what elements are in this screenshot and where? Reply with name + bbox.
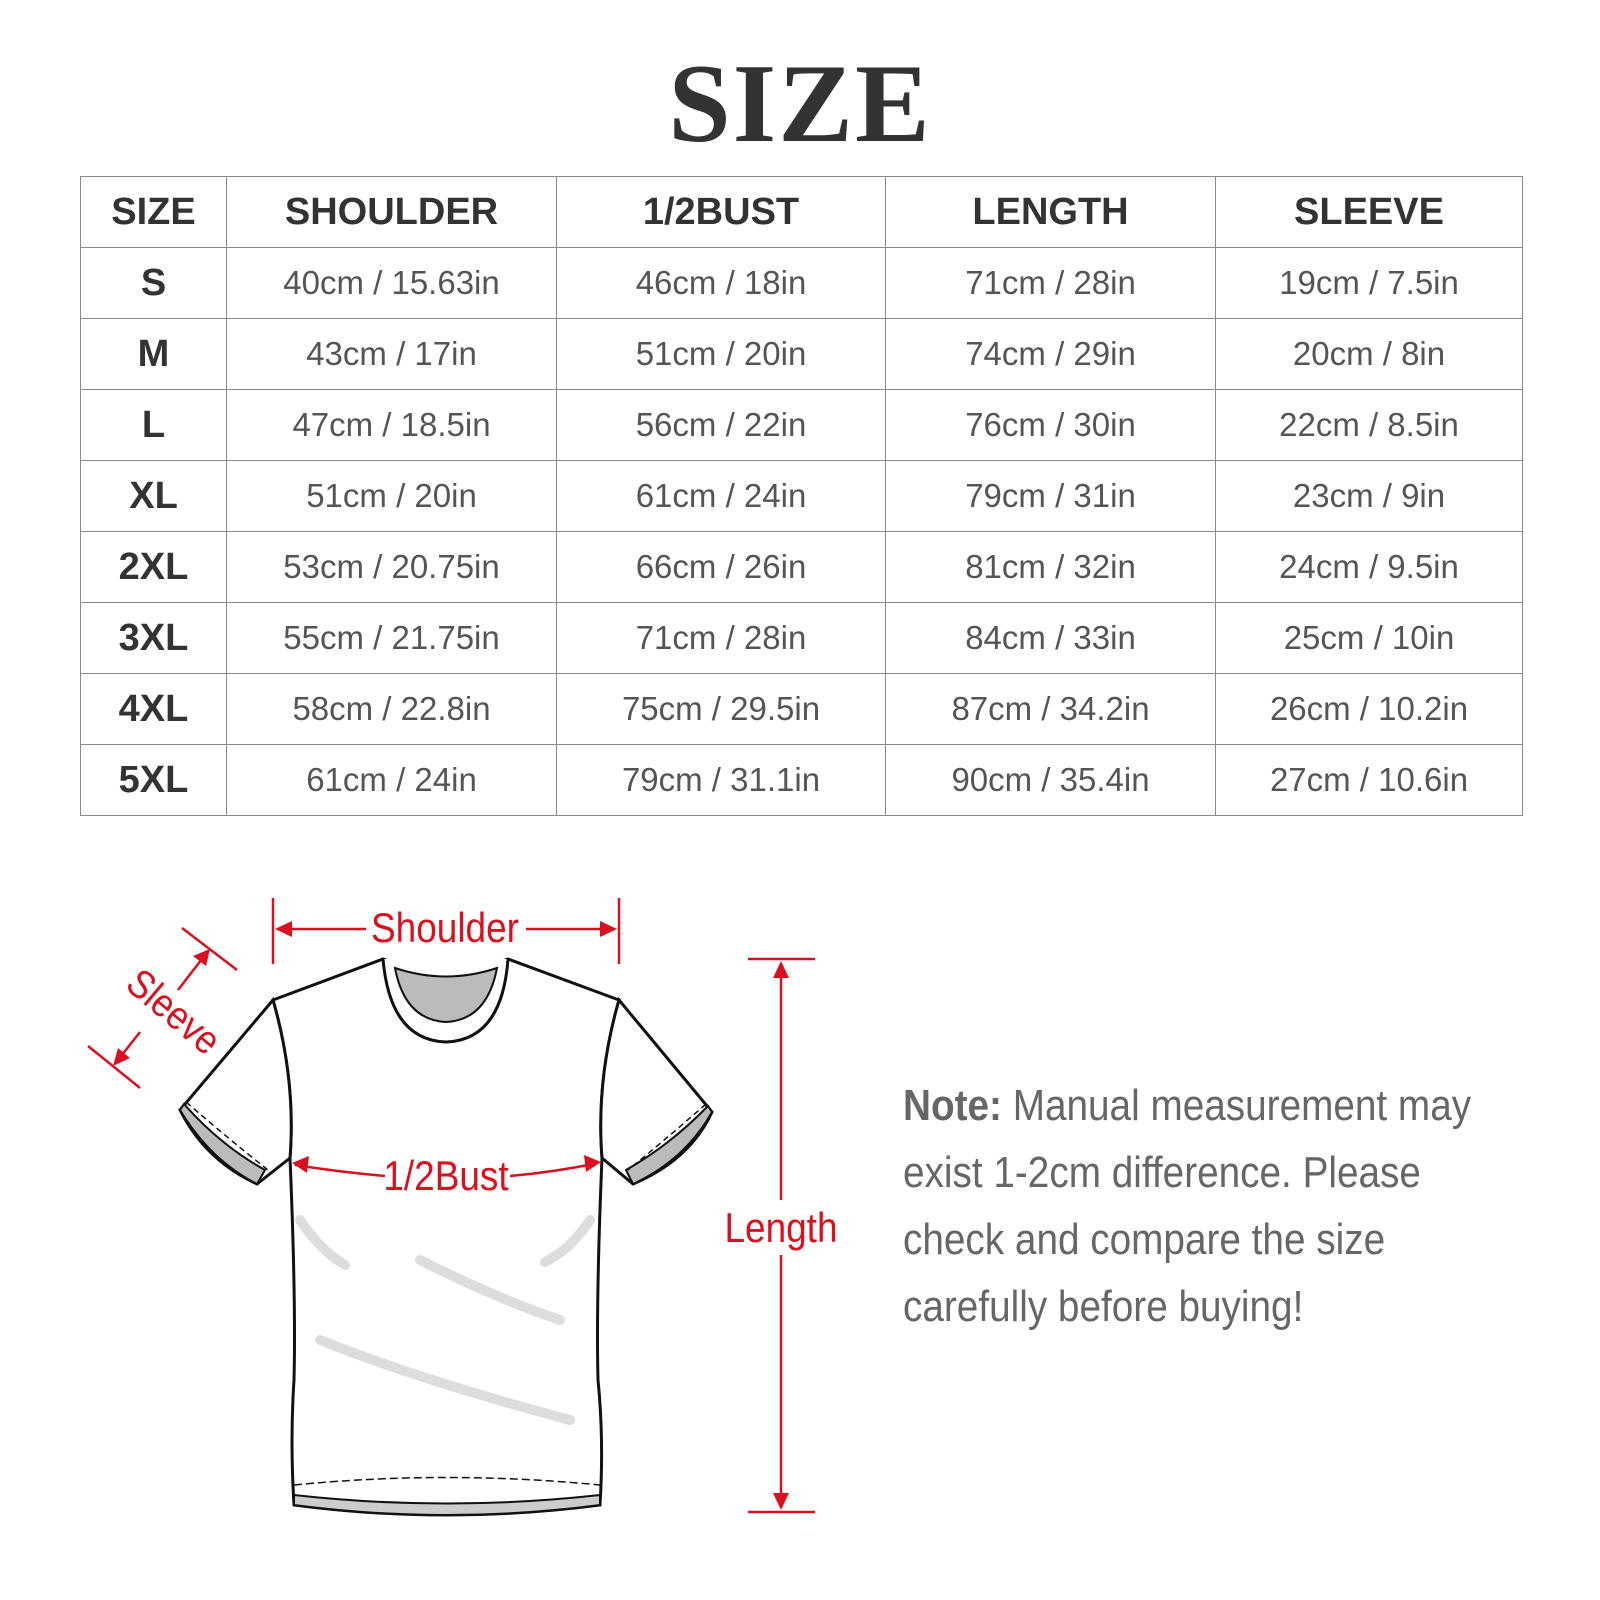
measurement-cell: 76cm / 30in [885, 389, 1216, 461]
column-header: SIZE [80, 176, 227, 248]
sleeve-label: Sleeve [118, 960, 229, 1063]
measurement-cell: 20cm / 8in [1215, 318, 1523, 390]
measurement-cell: 58cm / 22.8in [226, 673, 557, 745]
measurement-cell: 26cm / 10.2in [1215, 673, 1523, 745]
size-cell: 5XL [80, 744, 227, 816]
measurement-arrows [87, 898, 815, 1514]
measurement-cell: 23cm / 9in [1215, 460, 1523, 532]
measurement-cell: 61cm / 24in [226, 744, 557, 816]
size-cell: L [80, 389, 227, 461]
measurement-cell: 74cm / 29in [885, 318, 1216, 390]
length-label: Length [724, 1205, 837, 1252]
shoulder-label: Shoulder [371, 905, 519, 952]
measurement-cell: 75cm / 29.5in [556, 673, 886, 745]
table-header-row: SIZE SHOULDER 1/2BUST LENGTH SLEEVE [80, 176, 1523, 248]
column-header: 1/2BUST [556, 176, 886, 248]
measurement-cell: 24cm / 9.5in [1215, 531, 1523, 603]
size-cell: 4XL [80, 673, 227, 745]
size-cell: XL [80, 460, 227, 532]
measurement-cell: 81cm / 32in [885, 531, 1216, 603]
tshirt-illustration [178, 957, 714, 1517]
size-cell: S [80, 247, 227, 319]
table-row: XL 51cm / 20in 61cm / 24in 79cm / 31in 23cm … [80, 460, 1523, 532]
table-row: 4XL 58cm / 22.8in 75cm / 29.5in 87cm / 34.2… [80, 673, 1523, 745]
measurement-cell: 51cm / 20in [226, 460, 557, 532]
bust-label: 1/2Bust [383, 1153, 508, 1200]
measurement-cell: 27cm / 10.6in [1215, 744, 1523, 816]
measurement-cell: 22cm / 8.5in [1215, 389, 1523, 461]
measurement-cell: 66cm / 26in [556, 531, 886, 603]
table-row: 5XL 61cm / 24in 79cm / 31.1in 90cm / 35.4in… [80, 744, 1523, 816]
measurement-cell: 84cm / 33in [885, 602, 1216, 674]
size-cell: 3XL [80, 602, 227, 674]
measurement-cell: 43cm / 17in [226, 318, 557, 390]
page-title: SIZE [668, 42, 932, 166]
note-text: Note: Manual measurement may exist 1-2cm… [903, 1072, 1519, 1340]
column-header: SLEEVE [1215, 176, 1523, 248]
measurement-cell: 71cm / 28in [556, 602, 886, 674]
measurement-cell: 40cm / 15.63in [226, 247, 557, 319]
measurement-cell: 19cm / 7.5in [1215, 247, 1523, 319]
note-body: Manual measurement may exist 1-2cm diffe… [903, 1081, 1472, 1331]
table-row: 3XL 55cm / 21.75in 71cm / 28in 84cm / 33in 2… [80, 602, 1523, 674]
table-row: L 47cm / 18.5in 56cm / 22in 76cm / 30in 22cm… [80, 389, 1523, 461]
measurement-cell: 53cm / 20.75in [226, 531, 557, 603]
table-row: M 43cm / 17in 51cm / 20in 74cm / 29in 20cm /… [80, 318, 1523, 390]
measurement-cell: 55cm / 21.75in [226, 602, 557, 674]
measurement-cell: 61cm / 24in [556, 460, 886, 532]
table-row: S 40cm / 15.63in 46cm / 18in 71cm / 28in 19c… [80, 247, 1523, 319]
measurement-cell: 46cm / 18in [556, 247, 886, 319]
note-label: Note: [903, 1081, 1002, 1130]
table-row: 2XL 53cm / 20.75in 66cm / 26in 81cm / 32in 2… [80, 531, 1523, 603]
size-cell: M [80, 318, 227, 390]
measurement-cell: 79cm / 31.1in [556, 744, 886, 816]
column-header: LENGTH [885, 176, 1216, 248]
measurement-cell: 25cm / 10in [1215, 602, 1523, 674]
measurement-cell: 90cm / 35.4in [885, 744, 1216, 816]
measurement-cell: 56cm / 22in [556, 389, 886, 461]
size-table: SIZE SHOULDER 1/2BUST LENGTH SLEEVE S 40cm / … [80, 176, 1523, 816]
measurement-cell: 71cm / 28in [885, 247, 1216, 319]
